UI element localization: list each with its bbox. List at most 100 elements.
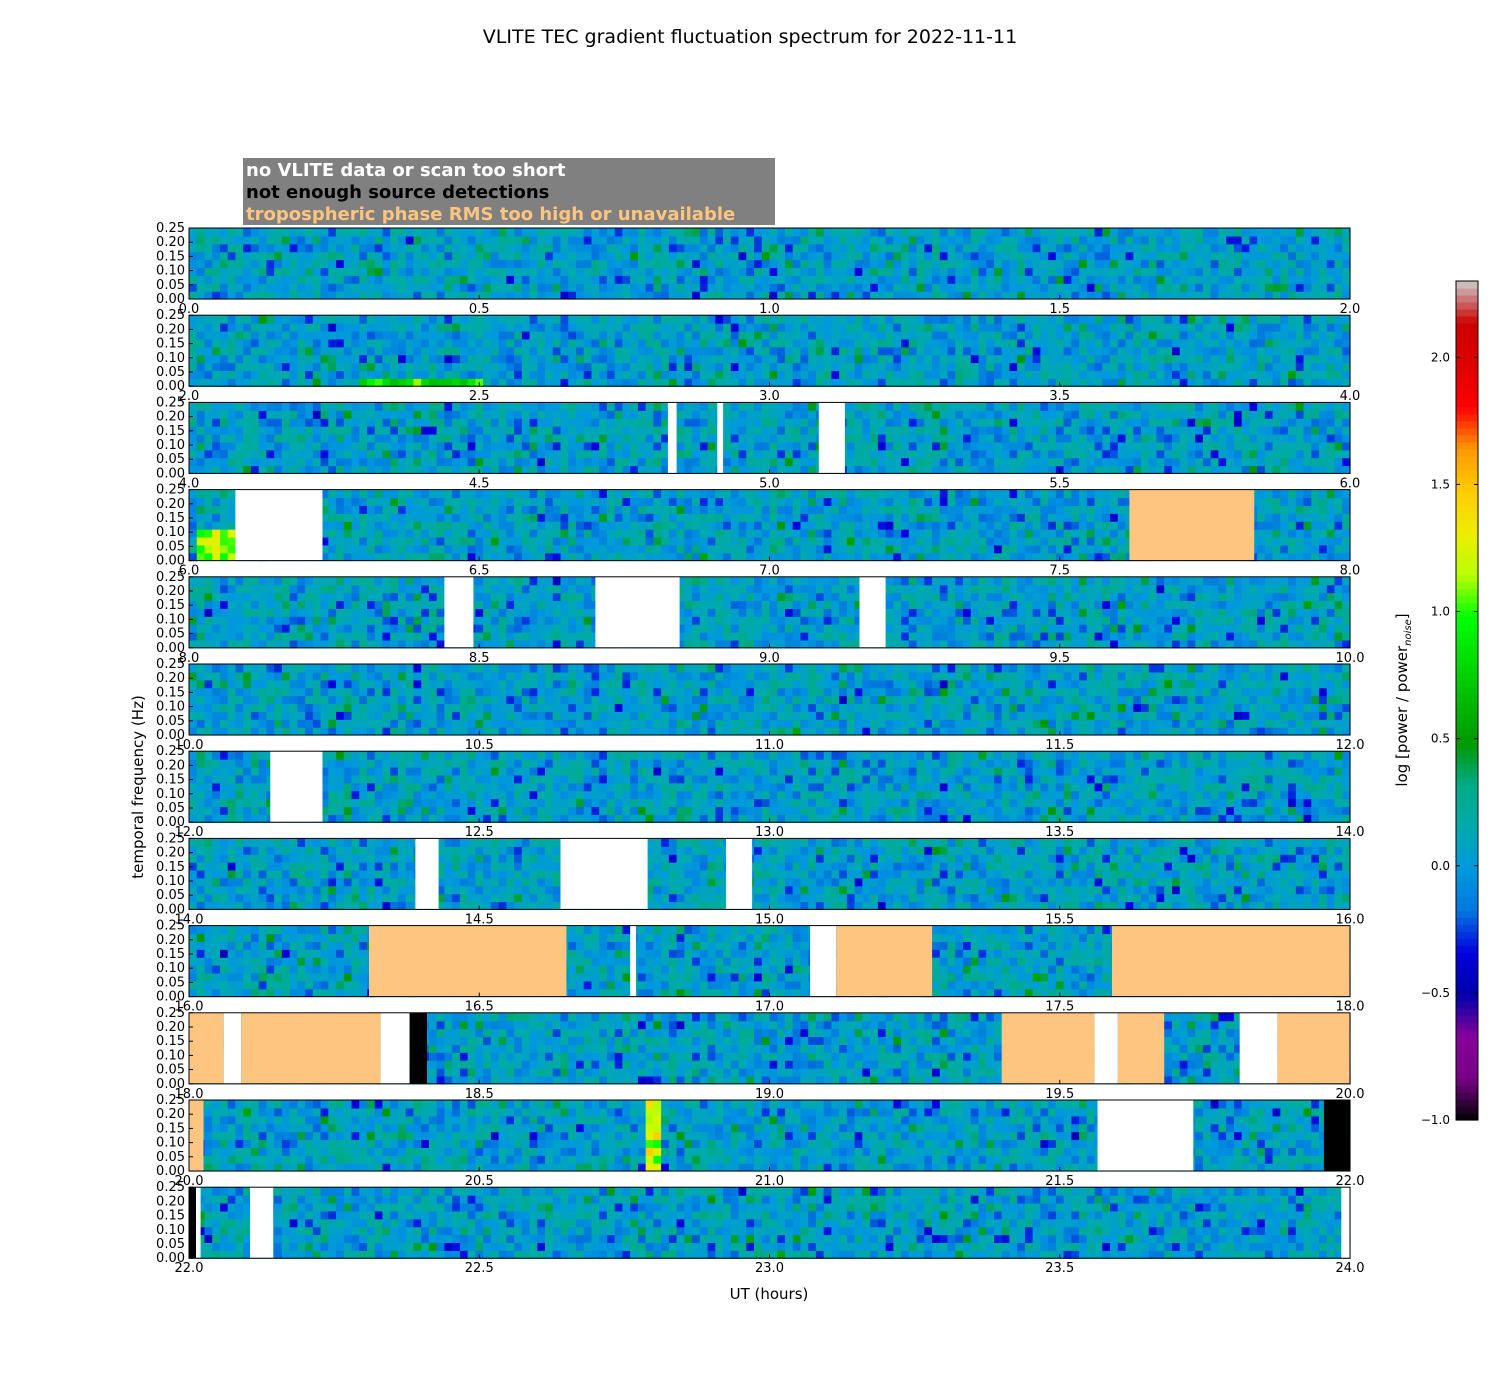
heatmap-cell (676, 291, 685, 300)
heatmap-cell (1148, 465, 1158, 474)
heatmap-cell (1009, 315, 1018, 324)
heatmap-cell (583, 235, 593, 245)
heatmap-cell (839, 370, 848, 379)
heatmap-cell (390, 235, 399, 245)
heatmap-cell (622, 552, 631, 562)
heatmap-cell (351, 323, 360, 332)
heatmap-cell (645, 544, 654, 554)
heatmap-cell (227, 513, 237, 522)
heatmap-cell (204, 362, 213, 372)
heatmap-cell (599, 489, 608, 499)
heatmap-cell (684, 251, 693, 261)
heatmap-cell (1110, 315, 1119, 324)
heatmap-cell (343, 410, 353, 419)
heatmap-cell (614, 323, 624, 332)
heatmap-cell (1334, 291, 1343, 300)
heatmap-cell (266, 259, 275, 269)
heatmap-cell (1001, 251, 1011, 261)
heatmap-cell (212, 330, 221, 340)
heatmap-cell (219, 529, 229, 538)
heatmap-cell (916, 228, 925, 237)
heatmap-cell (374, 449, 384, 459)
heatmap-cell (769, 544, 778, 554)
heatmap-cell (1141, 235, 1150, 245)
heatmap-cell (1048, 235, 1057, 245)
heatmap-cell (877, 259, 887, 269)
heatmap-cell (281, 235, 291, 245)
heatmap-cell (436, 323, 446, 332)
heatmap-cell (576, 402, 585, 411)
heatmap-cell (1303, 354, 1312, 364)
heatmap-cell (421, 283, 430, 292)
heatmap-cell (947, 251, 956, 261)
heatmap-cell (521, 267, 531, 276)
heatmap-cell (576, 489, 585, 499)
heatmap-cell (1125, 354, 1134, 364)
heatmap-cell (1032, 433, 1041, 443)
heatmap-cell (699, 552, 709, 562)
heatmap-cell (1079, 315, 1088, 324)
heatmap-cell (591, 402, 600, 411)
heatmap-cell (963, 275, 972, 284)
heatmap-cell (754, 529, 763, 538)
heatmap-cell (1210, 465, 1220, 474)
heatmap-cell (1024, 370, 1034, 379)
heatmap-cell (986, 283, 995, 292)
heatmap-cell (947, 291, 956, 300)
heatmap-cell (506, 433, 515, 443)
heatmap-cell (746, 457, 755, 467)
heatmap-cell (823, 497, 833, 506)
heatmap-cell (1303, 433, 1312, 443)
heatmap-cell (800, 338, 809, 348)
heatmap-cell (723, 505, 732, 514)
heatmap-cell (227, 536, 237, 546)
heatmap-cell (637, 544, 647, 554)
heatmap-cell (885, 552, 894, 562)
heatmap-cell (560, 441, 569, 451)
heatmap-cell (219, 426, 229, 435)
heatmap-cell (297, 418, 306, 427)
heatmap-cell (281, 441, 291, 451)
heatmap-cell (746, 243, 755, 253)
heatmap-cell (467, 536, 476, 546)
heatmap-cell (537, 354, 546, 364)
heatmap-cell (1024, 402, 1034, 411)
heatmap-cell (815, 513, 825, 522)
heatmap-cell (676, 362, 685, 372)
heatmap-cell (250, 370, 260, 379)
heatmap-cell (1334, 243, 1343, 253)
heatmap-cell (761, 378, 771, 387)
heatmap-cell (545, 323, 554, 332)
heatmap-cell (846, 497, 856, 506)
heatmap-cell (723, 544, 732, 554)
heatmap-cell (862, 370, 871, 379)
heatmap-cell (784, 410, 794, 419)
heatmap-cell (963, 426, 972, 435)
heatmap-cell (738, 243, 747, 253)
heatmap-cell (483, 449, 492, 459)
heatmap-cell (258, 235, 267, 245)
heatmap-cell (1226, 354, 1235, 364)
heatmap-cell (1009, 338, 1018, 348)
heatmap-cell (947, 338, 956, 348)
heatmap-cell (831, 259, 840, 269)
heatmap-cell (924, 552, 933, 562)
heatmap-cell (591, 536, 600, 546)
heatmap-cell (1195, 251, 1204, 261)
heatmap-cell (1272, 346, 1281, 356)
heatmap-cell (730, 410, 740, 419)
heatmap-cell (359, 418, 368, 427)
heatmap-cell (769, 235, 778, 245)
heatmap-cell (521, 544, 531, 554)
heatmap-cell (839, 362, 848, 372)
heatmap-cell (483, 441, 492, 451)
heatmap-cell (784, 465, 794, 474)
heatmap-cell (444, 243, 453, 253)
heatmap-cell (723, 362, 732, 372)
heatmap-cell (1218, 283, 1227, 292)
heatmap-cell (266, 243, 275, 253)
heatmap-cell (963, 362, 972, 372)
heatmap-cell (258, 433, 267, 443)
heatmap-cell (1179, 465, 1189, 474)
heatmap-cell (1241, 243, 1250, 253)
